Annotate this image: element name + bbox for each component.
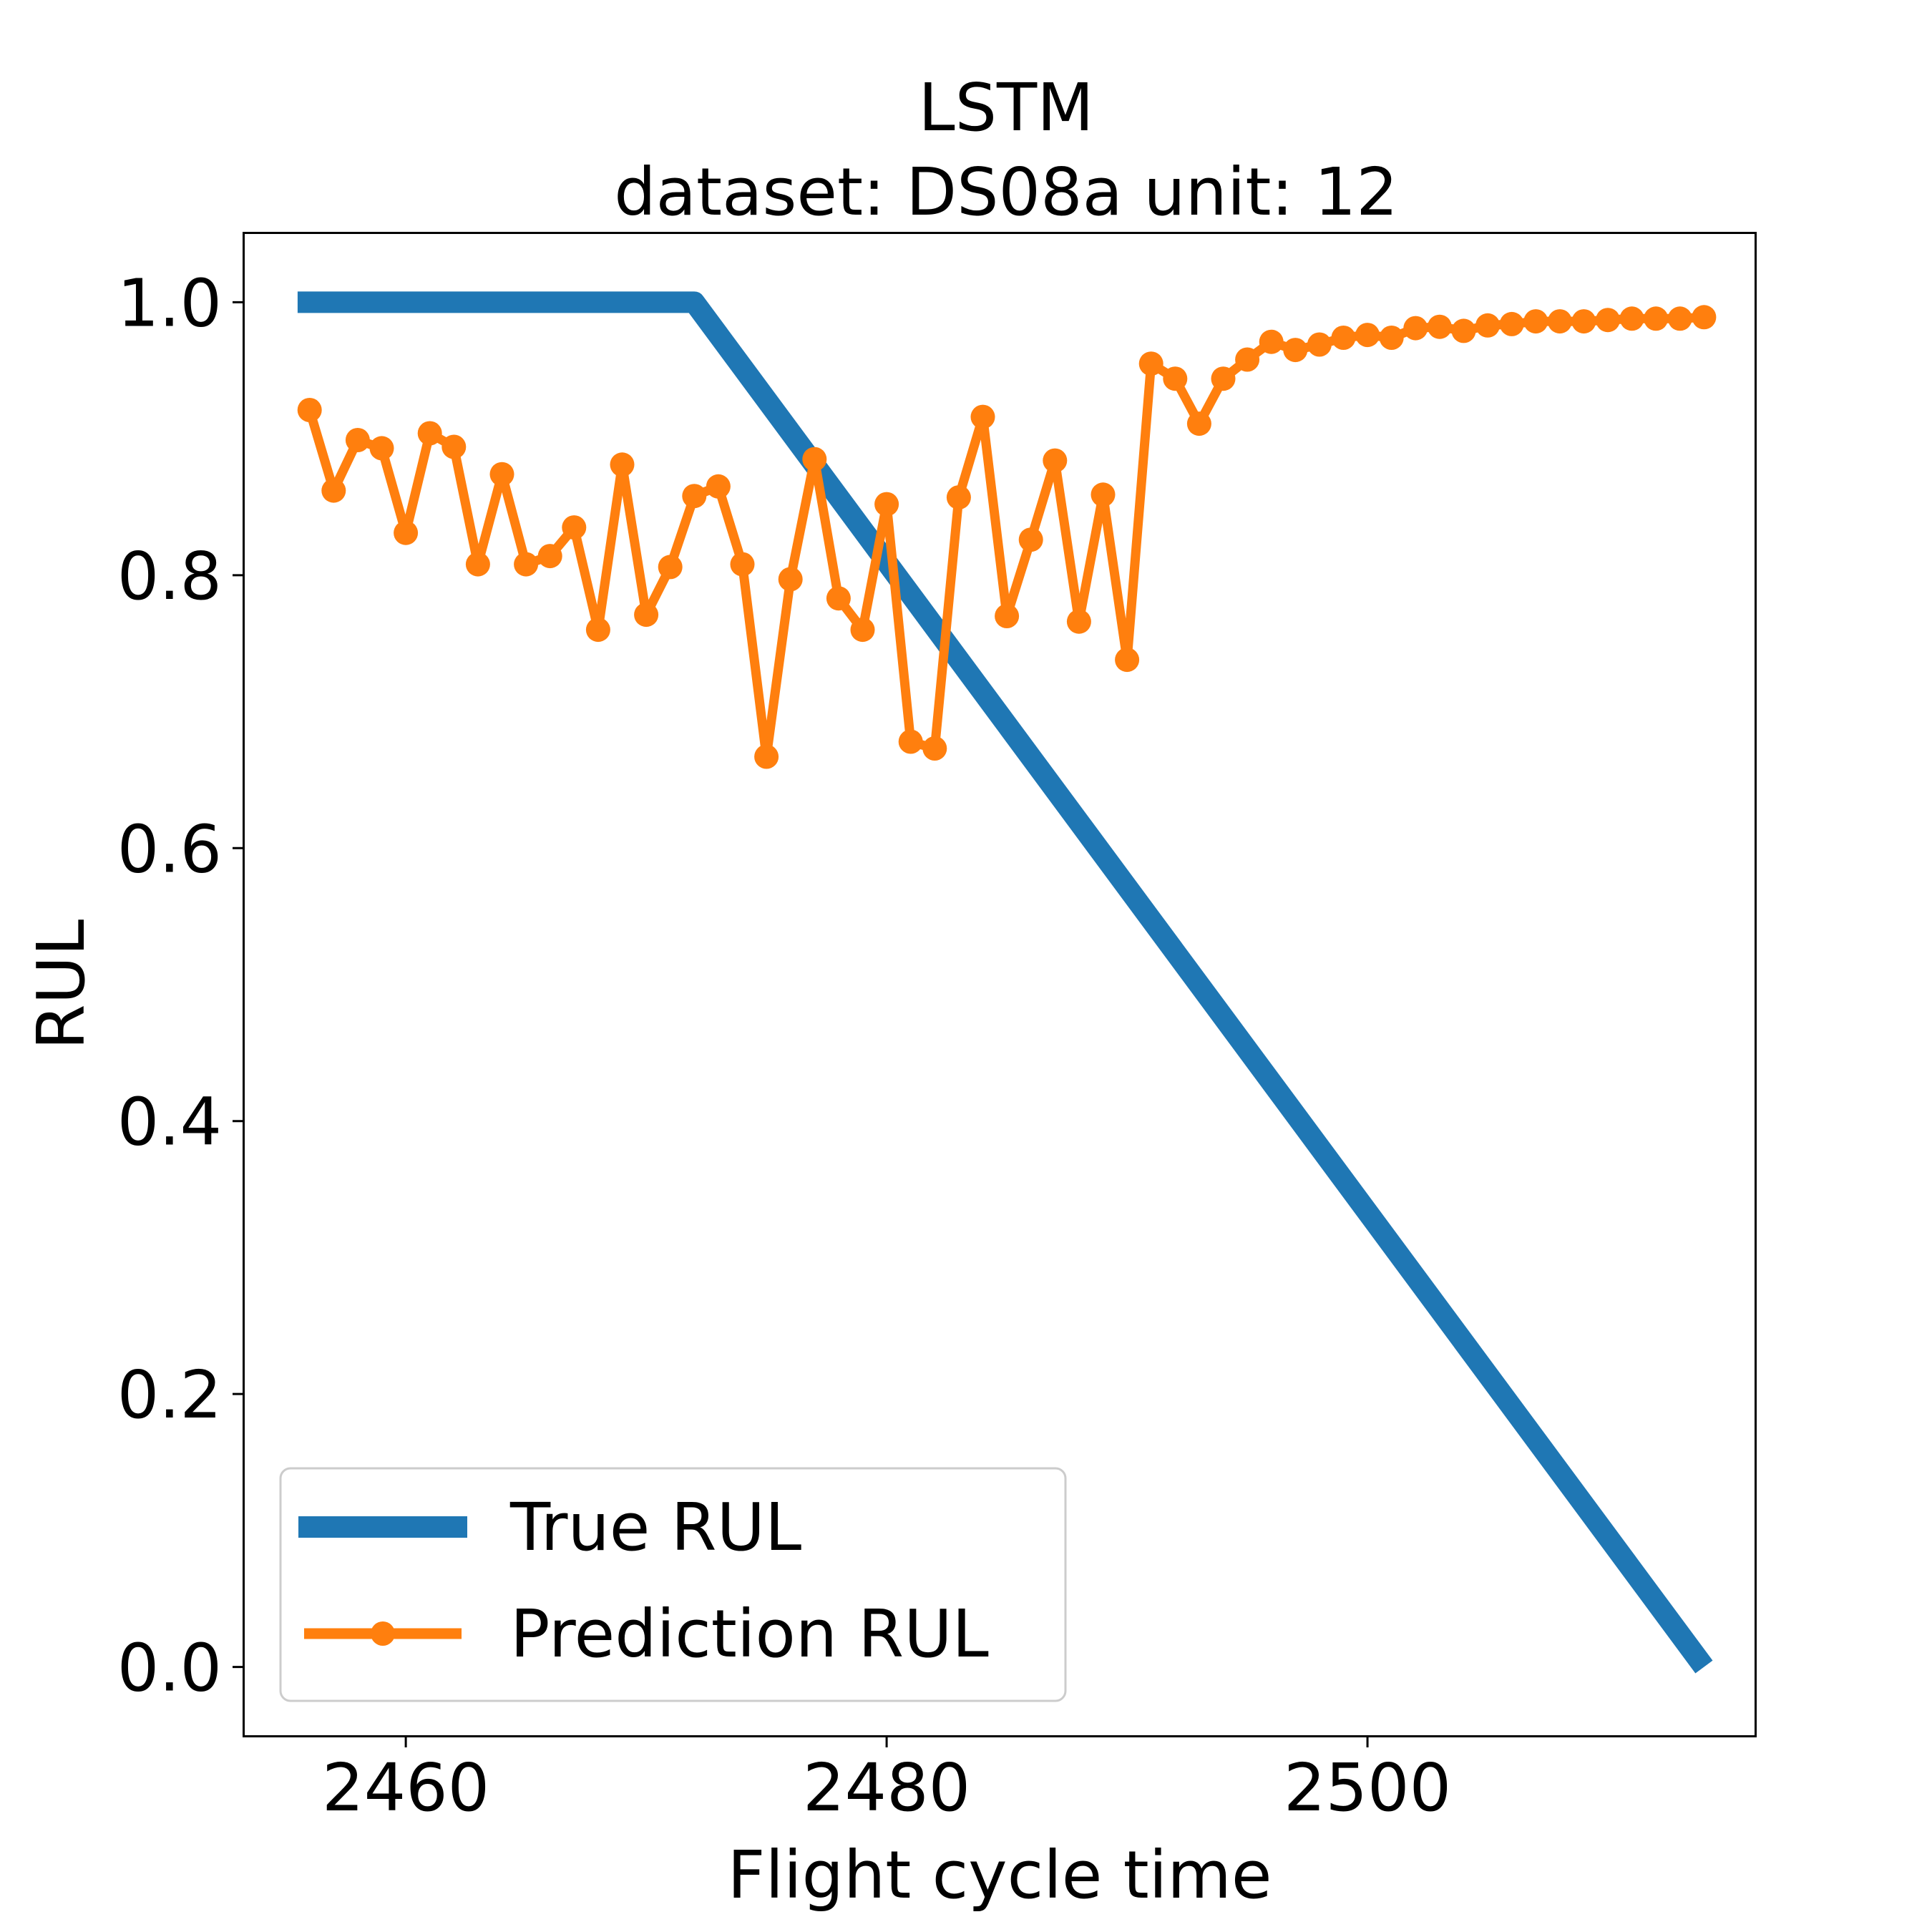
- x-axis: 2460 2480 2500: [322, 1735, 1451, 1826]
- legend-label-true-rul: True RUL: [509, 1489, 801, 1566]
- data-point-prediction-rul: [1667, 306, 1692, 331]
- data-point-prediction-rul: [1211, 366, 1236, 391]
- data-point-prediction-rul: [1283, 338, 1308, 363]
- legend-label-prediction-rul: Prediction RUL: [510, 1596, 989, 1672]
- data-point-prediction-rul: [465, 552, 490, 577]
- data-point-prediction-rul: [634, 602, 659, 628]
- y-tick-label: 0.2: [117, 1357, 222, 1433]
- data-point-prediction-rul: [1596, 308, 1620, 333]
- data-point-prediction-rul: [394, 520, 419, 545]
- data-point-prediction-rul: [1379, 326, 1404, 350]
- data-point-prediction-rul: [610, 452, 635, 477]
- data-point-prediction-rul: [898, 729, 923, 754]
- data-point-prediction-rul: [706, 474, 731, 499]
- data-point-prediction-rul: [1043, 448, 1068, 473]
- chart-subtitle: dataset: DS08a unit: 12: [614, 154, 1398, 230]
- data-point-prediction-rul: [1451, 318, 1476, 343]
- data-point-prediction-rul: [754, 744, 779, 769]
- data-point-prediction-rul: [1066, 609, 1091, 634]
- data-point-prediction-rul: [1475, 313, 1501, 338]
- data-point-prediction-rul: [682, 484, 707, 509]
- x-axis-label: Flight cycle time: [728, 1837, 1272, 1913]
- y-tick-label: 0.0: [117, 1630, 222, 1707]
- data-point-prediction-rul: [489, 462, 514, 487]
- data-point-prediction-rul: [345, 428, 370, 452]
- data-point-prediction-rul: [1355, 323, 1380, 348]
- data-point-prediction-rul: [297, 398, 322, 422]
- data-point-prediction-rul: [970, 404, 995, 429]
- data-point-prediction-rul: [1115, 648, 1140, 673]
- data-point-prediction-rul: [1307, 332, 1332, 357]
- series-layer: [297, 291, 1717, 1674]
- plot-frame: [243, 232, 1757, 1737]
- data-point-prediction-rul: [802, 447, 827, 472]
- series-line-true-rul: [297, 291, 1713, 1674]
- x-tick-label: 2460: [322, 1750, 489, 1826]
- data-point-prediction-rul: [1644, 306, 1669, 331]
- data-point-prediction-rul: [658, 555, 683, 580]
- data-point-prediction-rul: [922, 736, 947, 761]
- data-point-prediction-rul: [417, 421, 442, 446]
- data-point-prediction-rul: [1235, 347, 1260, 372]
- y-axis: 0.0 0.2 0.4 0.6 0.8 1.0: [117, 265, 245, 1707]
- data-point-prediction-rul: [321, 478, 346, 503]
- data-point-prediction-rul: [778, 567, 803, 592]
- y-tick-label: 0.4: [117, 1084, 222, 1161]
- data-point-prediction-rul: [1163, 366, 1188, 391]
- data-point-prediction-rul: [730, 552, 755, 577]
- data-point-prediction-rul: [1018, 527, 1043, 552]
- data-point-prediction-rul: [562, 515, 587, 540]
- data-point-prediction-rul: [1331, 326, 1356, 350]
- legend-box: [279, 1467, 1067, 1702]
- y-tick-label: 0.8: [117, 538, 222, 615]
- y-tick-label: 0.6: [117, 811, 222, 887]
- data-point-prediction-rul: [946, 485, 971, 510]
- data-point-prediction-rul: [1186, 411, 1211, 436]
- data-point-prediction-rul: [1523, 309, 1548, 334]
- y-tick-label: 1.0: [117, 265, 222, 341]
- data-point-prediction-rul: [369, 436, 394, 461]
- data-point-prediction-rul: [850, 618, 875, 643]
- data-point-prediction-rul: [1547, 309, 1572, 334]
- data-point-prediction-rul: [1571, 309, 1596, 334]
- data-point-prediction-rul: [1427, 314, 1452, 339]
- data-point-prediction-rul: [1499, 311, 1524, 336]
- data-point-prediction-rul: [1403, 316, 1428, 341]
- x-tick-label: 2500: [1284, 1750, 1451, 1826]
- legend-marker-prediction-rul: [371, 1621, 395, 1646]
- data-point-prediction-rul: [585, 618, 610, 643]
- data-point-prediction-rul: [1259, 329, 1284, 354]
- data-point-prediction-rul: [874, 492, 899, 517]
- data-point-prediction-rul: [826, 586, 851, 611]
- y-axis-label: RUL: [23, 919, 99, 1050]
- data-point-prediction-rul: [1619, 306, 1644, 331]
- x-tick-label: 2480: [803, 1750, 970, 1826]
- chart-title: LSTM: [918, 69, 1093, 146]
- data-point-prediction-rul: [1692, 305, 1717, 330]
- data-point-prediction-rul: [514, 552, 539, 577]
- data-point-prediction-rul: [1091, 482, 1116, 507]
- data-point-prediction-rul: [441, 434, 467, 459]
- data-point-prediction-rul: [537, 544, 562, 569]
- data-point-prediction-rul: [995, 604, 1020, 628]
- legend: True RUL Prediction RUL: [279, 1467, 1067, 1702]
- data-point-prediction-rul: [1138, 351, 1163, 376]
